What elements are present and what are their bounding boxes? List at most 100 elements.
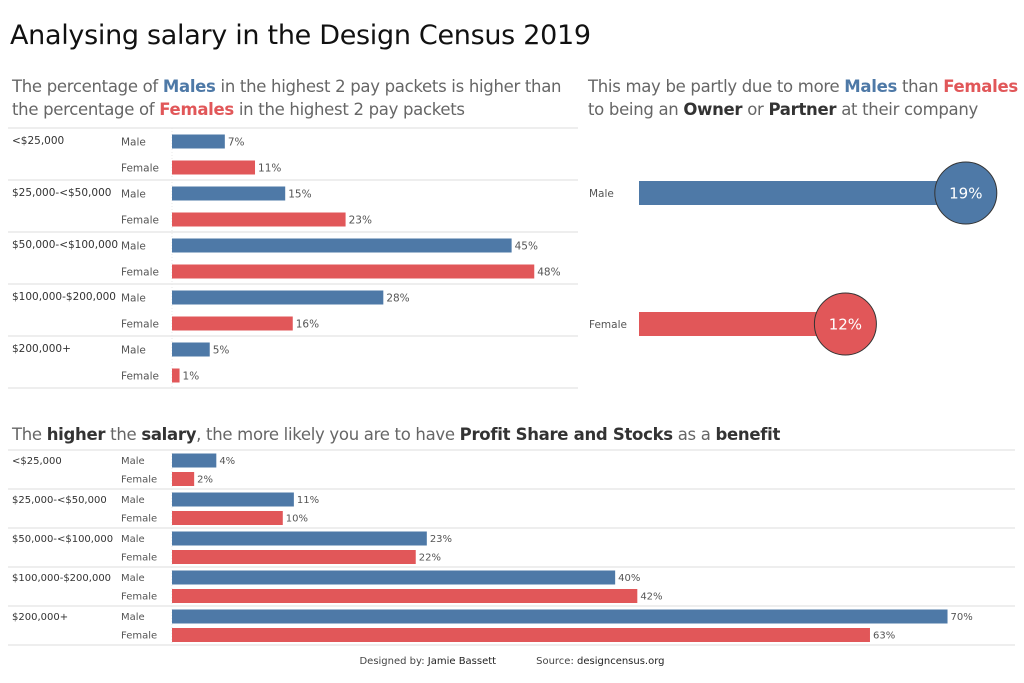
subtitle-text: or: [742, 100, 769, 119]
subtitle-highlight-bold: Profit Share and Stocks: [459, 425, 673, 444]
subtitle-highlight-bold: salary: [141, 425, 197, 444]
data-label: 28%: [386, 292, 409, 304]
lollipop-circle-male: [934, 161, 998, 225]
bar-male: [172, 492, 294, 507]
data-label: 12%: [829, 316, 862, 334]
subtitle-text: the percentage of: [12, 100, 160, 119]
data-label: 5%: [213, 344, 230, 356]
source-label: Source:: [536, 656, 578, 667]
series-label: Male: [121, 612, 145, 623]
bar-female: [172, 511, 283, 525]
bar-female: [172, 264, 535, 279]
subtitle-text: at their company: [836, 100, 978, 119]
data-label: 16%: [296, 318, 319, 330]
bar-female: [172, 550, 416, 564]
source-link[interactable]: designcensus.org: [577, 656, 665, 667]
data-label: 11%: [297, 495, 319, 506]
data-label: 23%: [349, 214, 372, 226]
bar-female: [172, 589, 638, 603]
subtitle-text: the: [105, 425, 142, 444]
data-label: 40%: [618, 573, 640, 584]
data-label: 45%: [515, 240, 538, 252]
subtitle-highlight-female: Females: [159, 100, 234, 119]
series-label: Female: [121, 631, 157, 642]
subtitle-highlight-bold: Owner: [683, 100, 743, 119]
designed-by-label: Designed by:: [359, 656, 428, 667]
footer: Designed by: Jamie Bassett Source: design…: [0, 656, 1024, 667]
bar-male: [172, 290, 384, 305]
data-label: 7%: [228, 136, 245, 148]
category-label: $25,000-<$50,000: [12, 495, 107, 506]
data-label: 4%: [219, 456, 235, 467]
category-label: $25,000-<$50,000: [12, 187, 111, 199]
bar-female: [172, 368, 180, 383]
series-label: Male: [121, 344, 146, 356]
subtitle-text: than: [897, 77, 944, 96]
bar-male: [172, 609, 948, 624]
bar-female: [172, 472, 195, 486]
category-label: $50,000-<$100,000: [12, 534, 113, 545]
subtitle-highlight-bold: higher: [46, 425, 106, 444]
page-title: Analysing salary in the Design Census 20…: [10, 20, 591, 51]
subtitle-highlight-male: Males: [844, 77, 898, 96]
subtitle-highlight-female: Females: [943, 77, 1018, 96]
data-label: 1%: [183, 370, 200, 382]
data-label: 15%: [288, 188, 311, 200]
bar-female: [172, 628, 870, 642]
series-label: Male: [121, 240, 146, 252]
owner-partner-chart: Male 19% Female 12%: [589, 161, 998, 356]
subtitle-text: to being an: [588, 100, 684, 119]
data-label: 63%: [873, 631, 895, 642]
series-label: Female: [121, 214, 159, 226]
profit-share-chart: <$25,000 Male 4% Female 2% $25,000-<$50,000 Ma…: [8, 449, 1015, 646]
data-label: 22%: [419, 553, 441, 564]
series-label: Male: [121, 534, 145, 545]
bar-female: [172, 212, 346, 227]
subtitle-text: The percentage of: [12, 77, 163, 96]
series-label: Male: [121, 573, 145, 584]
data-label: 70%: [951, 612, 973, 623]
series-label: Female: [121, 553, 157, 564]
category-label: $200,000+: [12, 343, 71, 355]
subtitle-text: in the highest 2 pay packets is higher t…: [215, 77, 562, 96]
chart1-subtitle: The percentage of Males in the highest 2…: [12, 75, 561, 121]
subtitle-text: , the more likely you are to have: [196, 425, 460, 444]
series-label: Female: [589, 319, 627, 331]
bar-female: [172, 160, 256, 175]
subtitle-highlight-male: Males: [162, 77, 216, 96]
chart2-subtitle: This may be partly due to more Males tha…: [588, 75, 1018, 121]
bar-male: [172, 238, 512, 253]
subtitle-text: This may be partly due to more: [588, 77, 845, 96]
subtitle-highlight-bold: Partner: [768, 100, 837, 119]
series-label: Female: [121, 266, 159, 278]
data-label: 42%: [640, 592, 662, 603]
category-label: $50,000-<$100,000: [12, 239, 118, 251]
series-label: Female: [121, 162, 159, 174]
category-label: $200,000+: [12, 612, 68, 623]
category-label: $100,000-$200,000: [12, 291, 116, 303]
data-label: 48%: [537, 266, 560, 278]
series-label: Male: [121, 495, 145, 506]
data-label: 2%: [197, 475, 213, 486]
bar-male: [172, 186, 286, 201]
bar-male: [172, 342, 210, 357]
subtitle-text: The: [12, 425, 47, 444]
series-label: Female: [121, 475, 157, 486]
bar-female: [172, 316, 293, 331]
series-label: Male: [121, 292, 146, 304]
lollipop-bar-female: [639, 312, 846, 336]
data-label: 19%: [949, 185, 982, 203]
bar-male: [172, 570, 616, 585]
lollipop-circle-female: [813, 292, 877, 356]
subtitle-text: as a: [672, 425, 716, 444]
bar-male: [172, 453, 217, 468]
series-label: Female: [121, 370, 159, 382]
subtitle-text: in the highest 2 pay packets: [233, 100, 465, 119]
series-label: Male: [121, 136, 146, 148]
lollipop-bar-male: [639, 181, 966, 205]
subtitle-highlight-bold: benefit: [715, 425, 781, 444]
designer-name: Jamie Bassett: [427, 656, 497, 667]
chart3-subtitle: The higher the salary, the more likely y…: [12, 423, 780, 446]
data-label: 11%: [258, 162, 281, 174]
